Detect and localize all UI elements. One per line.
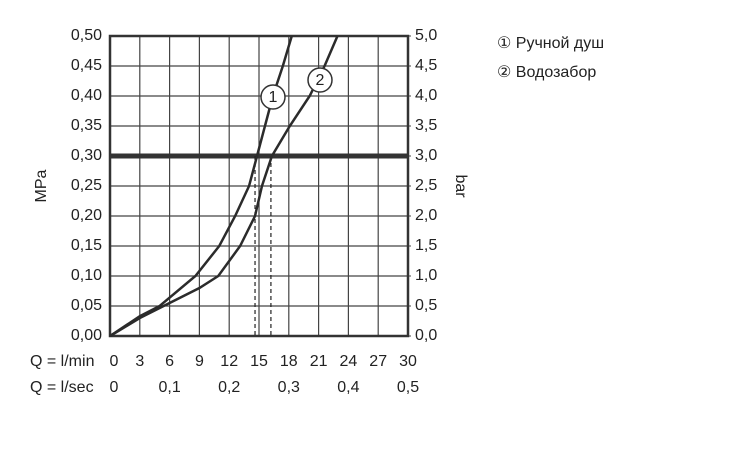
x2-tick-label: 0,2 xyxy=(218,379,240,396)
y2-axis-label: bar xyxy=(452,174,469,198)
legend-entry: ② Водозабор xyxy=(497,64,596,81)
x-tick-label: 24 xyxy=(340,353,358,370)
x-tick-label: 3 xyxy=(135,353,144,370)
x2-axis-label: Q = l/sec xyxy=(30,379,94,396)
y-tick-label: 0,00 xyxy=(71,327,102,344)
x-axis-label: Q = l/min xyxy=(30,353,94,370)
x-tick-label: 21 xyxy=(310,353,328,370)
y2-tick-label: 5,0 xyxy=(415,27,437,44)
y-tick-label: 0,35 xyxy=(71,117,102,134)
x-tick-label: 30 xyxy=(399,353,417,370)
curve-label: 1 xyxy=(269,89,278,106)
x-tick-label: 18 xyxy=(280,353,298,370)
y2-tick-label: 2,0 xyxy=(415,207,437,224)
y2-tick-label: 0,0 xyxy=(415,327,437,344)
y2-tick-label: 4,0 xyxy=(415,87,437,104)
y2-tick-label: 1,0 xyxy=(415,267,437,284)
x-tick-label: 6 xyxy=(165,353,174,370)
y-tick-label: 0,20 xyxy=(71,207,102,224)
y2-tick-label: 3,0 xyxy=(415,147,437,164)
y-tick-label: 0,25 xyxy=(71,177,102,194)
y2-tick-label: 4,5 xyxy=(415,57,437,74)
x-tick-label: 12 xyxy=(220,353,238,370)
legend-entry: ① Ручной душ xyxy=(497,35,604,52)
x2-tick-label: 0,4 xyxy=(337,379,359,396)
y-tick-label: 0,10 xyxy=(71,267,102,284)
plot-frame xyxy=(108,34,410,338)
series-line xyxy=(109,35,339,338)
x2-tick-label: 0,3 xyxy=(278,379,300,396)
y-tick-label: 0,45 xyxy=(71,57,102,74)
x-tick-label: 15 xyxy=(250,353,268,370)
x-tick-label: 0 xyxy=(110,353,119,370)
curve-label-circle xyxy=(307,67,333,93)
x-tick-label: 9 xyxy=(195,353,204,370)
x2-tick-label: 0,5 xyxy=(397,379,419,396)
x-tick-label: 27 xyxy=(369,353,387,370)
y-axis-label: MPa xyxy=(33,169,50,202)
x2-tick-label: 0 xyxy=(110,379,119,396)
y-tick-label: 0,50 xyxy=(71,27,102,44)
x2-tick-label: 0,1 xyxy=(158,379,180,396)
y2-tick-label: 2,5 xyxy=(415,177,437,194)
y2-tick-label: 3,5 xyxy=(415,117,437,134)
y2-tick-label: 1,5 xyxy=(415,237,437,254)
y-tick-label: 0,05 xyxy=(71,297,102,314)
y2-tick-label: 0,5 xyxy=(415,297,437,314)
curve-label: 2 xyxy=(316,72,325,89)
y-tick-label: 0,30 xyxy=(71,147,102,164)
y-tick-label: 0,15 xyxy=(71,237,102,254)
curve-label-circle xyxy=(260,84,286,110)
y-tick-label: 0,40 xyxy=(71,87,102,104)
